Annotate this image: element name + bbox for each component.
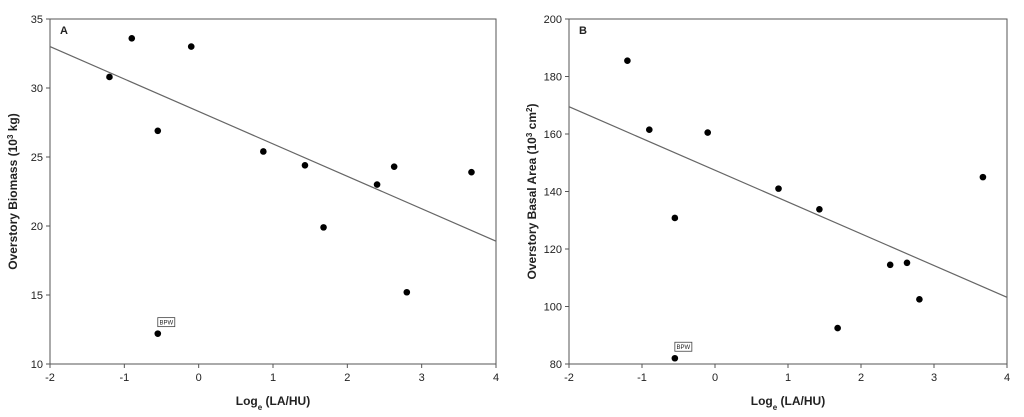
y-tick-label: 30 — [31, 83, 43, 95]
x-tick-label: 1 — [270, 372, 276, 384]
x-tick-label: 1 — [785, 372, 791, 384]
data-point — [106, 73, 113, 81]
data-point — [903, 259, 911, 267]
y-ticks: 80 100 120 140 160 180 200 — [544, 14, 569, 371]
data-point — [624, 57, 631, 64]
y-tick-label: 15 — [31, 290, 43, 302]
x-axis-label: Loge (LA/HU) — [751, 394, 825, 412]
data-points: BPW — [624, 57, 987, 362]
x-tick-label: 4 — [1004, 372, 1010, 384]
data-point — [154, 127, 162, 135]
point-annotation-box — [157, 317, 176, 328]
x-tick-label: 3 — [931, 372, 937, 384]
panel-b: 80 100 120 140 160 180 200 -2 -1 0 1 2 3 4 BPW B Log… — [525, 14, 1011, 412]
x-tick-label: 2 — [344, 372, 350, 384]
x-tick-label: -1 — [119, 372, 129, 384]
y-tick-label: 180 — [544, 72, 562, 84]
data-point — [916, 296, 923, 303]
x-tick-label: -2 — [45, 372, 55, 384]
x-tick-label: 0 — [712, 372, 718, 384]
fit-line-layer — [569, 106, 1007, 298]
regression-line — [569, 106, 1007, 298]
y-tick-label: 25 — [31, 152, 43, 164]
data-points: BPW — [106, 35, 475, 337]
y-tick-label: 140 — [544, 187, 562, 199]
plot-frame — [49, 18, 497, 365]
data-point — [390, 163, 398, 170]
y-tick-label: 80 — [550, 359, 562, 371]
data-point — [816, 206, 823, 213]
panel-label: B — [579, 25, 587, 37]
y-tick-label: 160 — [544, 129, 562, 141]
x-ticks: -2 -1 0 1 2 3 4 — [45, 364, 499, 384]
panel-label: A — [60, 25, 68, 37]
data-point — [403, 288, 411, 296]
data-point — [886, 261, 894, 269]
y-tick-label: 20 — [31, 221, 43, 233]
data-point — [301, 161, 309, 169]
x-tick-label: 4 — [493, 372, 499, 384]
x-tick-label: 0 — [196, 372, 202, 384]
plot-frame — [568, 18, 1008, 365]
data-point — [373, 181, 381, 188]
y-axis-label: Overstory Biomass (103 kg) — [6, 113, 21, 270]
data-point — [154, 330, 162, 337]
point-annotation: BPW — [677, 345, 691, 351]
fit-line-layer — [50, 46, 496, 242]
data-point — [260, 148, 267, 155]
y-ticks: 10 15 20 25 30 35 — [31, 14, 50, 371]
x-tick-label: -2 — [564, 372, 574, 384]
panel-a: 10 15 20 25 30 35 -2 -1 0 1 2 3 4 BPW A Loge (LA/HU… — [6, 14, 500, 412]
x-axis-label: Loge (LA/HU) — [236, 394, 310, 412]
y-tick-label: 120 — [544, 244, 562, 256]
data-point — [704, 129, 711, 136]
x-tick-label: -1 — [637, 372, 647, 384]
regression-line — [50, 46, 496, 242]
data-point — [187, 43, 195, 50]
y-tick-label: 10 — [31, 359, 43, 371]
data-point — [671, 354, 679, 362]
data-point — [979, 173, 987, 181]
data-point — [671, 214, 679, 222]
x-tick-label: 2 — [858, 372, 864, 384]
y-tick-label: 35 — [31, 14, 43, 26]
y-axis-label: Overstory Basal Area (103 cm2) — [525, 104, 540, 280]
data-point — [128, 35, 136, 42]
y-tick-label: 100 — [544, 302, 562, 314]
x-tick-label: 3 — [419, 372, 425, 384]
data-point — [320, 224, 327, 231]
x-ticks: -2 -1 0 1 2 3 4 — [564, 364, 1010, 384]
point-annotation: BPW — [159, 320, 173, 326]
data-point — [834, 324, 841, 332]
y-tick-label: 200 — [544, 14, 562, 26]
data-point — [646, 126, 653, 133]
data-point — [468, 168, 475, 176]
point-annotation-box — [674, 341, 693, 352]
data-point — [775, 185, 782, 192]
